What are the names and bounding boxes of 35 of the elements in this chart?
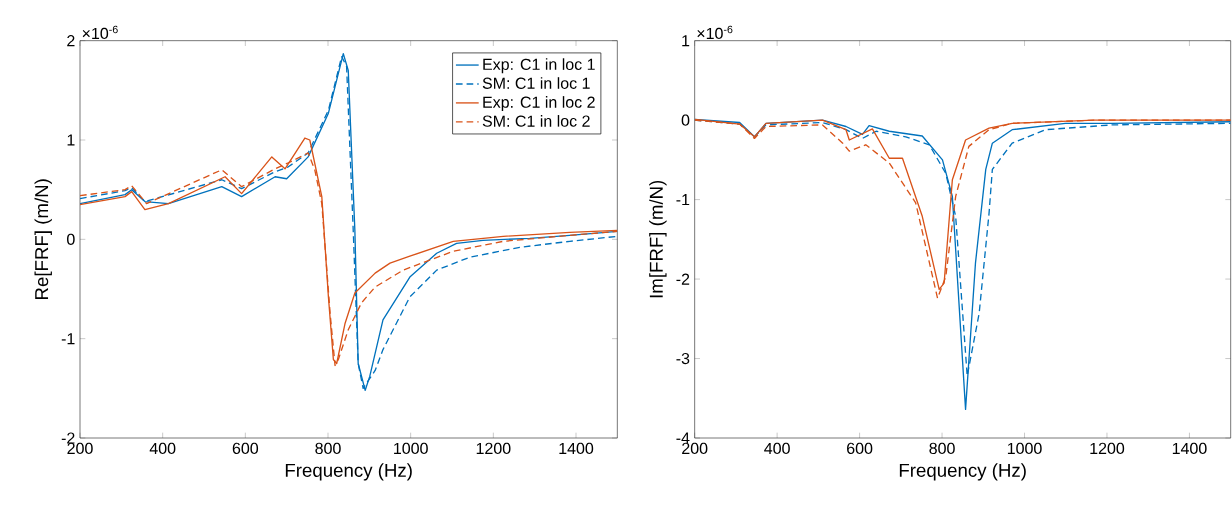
legend-label: SM: C1 in loc 2 [482,115,590,127]
x-tick-label: 1000 [1007,442,1042,455]
x-tick-label: 200 [682,442,708,455]
x-tick-label: 1200 [476,442,511,455]
y-tick-label: -4 [676,432,690,444]
y-tick-label: 1 [67,134,75,146]
y-tick-label: 0 [67,233,75,245]
y-tick-label: 2 [67,35,75,47]
x-tick-label: 600 [232,442,259,455]
x-axis-title: Frequency (Hz) [899,463,1026,481]
legend-label: SM: C1 in loc 1 [482,77,590,89]
text: ×10$^{-6}$ [697,25,733,40]
y-tick-label: 1 [682,35,690,47]
x-tick-label: 1400 [559,442,594,455]
x-tick-label: 400 [149,442,176,455]
x-tick-label: 600 [847,442,873,455]
y-axis-title: Re[FRF] (m/N) [34,179,52,299]
x-tick-label: 1000 [394,442,428,455]
x-tick-label: 200 [67,442,93,455]
x-tick-label: 1400 [1172,442,1207,455]
legend-label: Exp: C1 in loc 1 [483,58,595,74]
text: ×10$^{-6}$ [82,25,118,40]
y-tick-label: -2 [676,273,690,285]
y-tick-label: -1 [676,194,690,206]
y-tick-label: -1 [61,333,75,345]
y-tick-label: 0 [681,114,690,126]
y-tick-label: -2 [61,432,75,444]
y-tick-label: -3 [676,352,690,365]
legend-label: Exp: C1 in loc 2 [483,96,595,112]
x-tick-label: 800 [929,442,955,455]
x-tick-label: 400 [764,442,790,455]
y-axis-title: Im[FRF] (m/N) [649,180,667,298]
x-axis-title: Frequency (Hz) [285,463,412,481]
x-tick-label: 1200 [1090,442,1125,455]
x-tick-label: 800 [315,442,341,455]
